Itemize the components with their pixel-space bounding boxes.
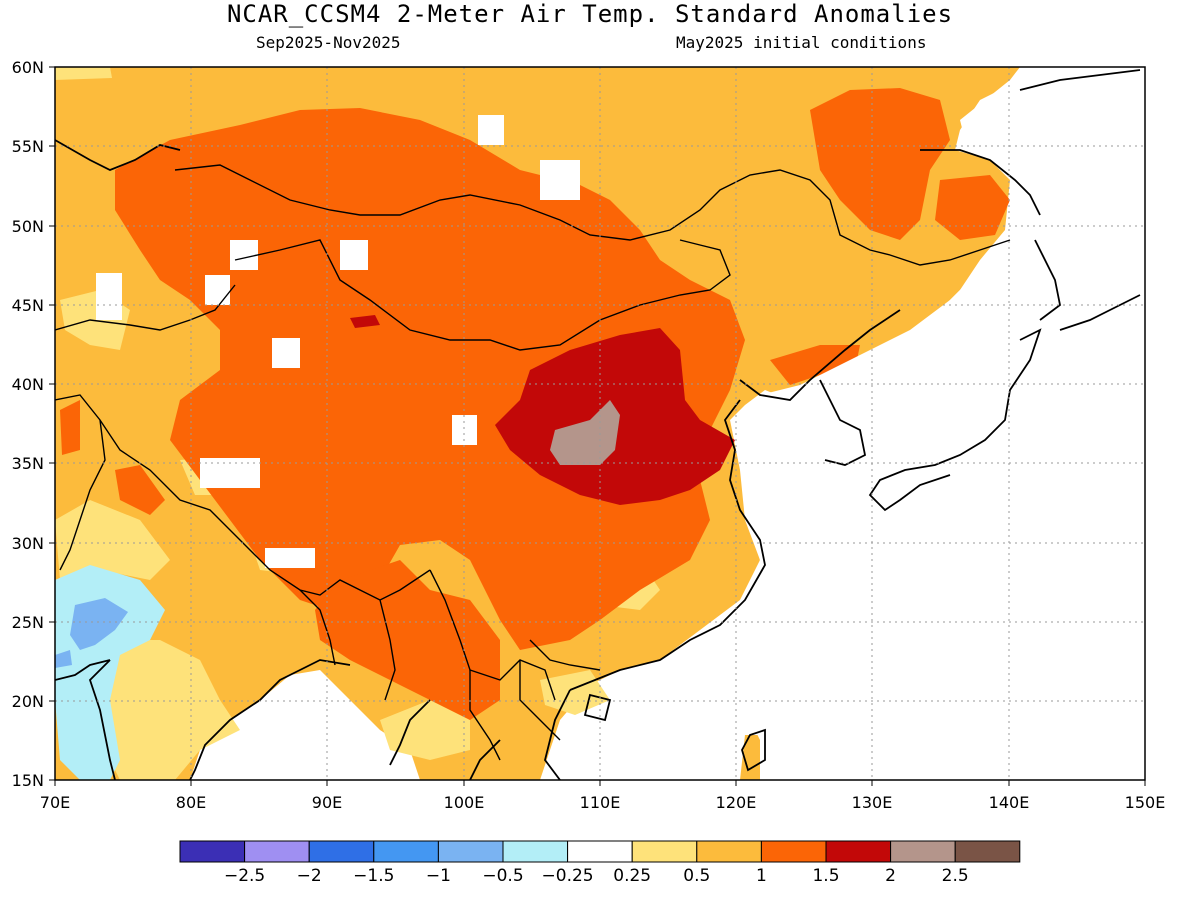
- lat-tick-label: 45N: [12, 296, 44, 315]
- lat-tick-label: 35N: [12, 454, 44, 473]
- lat-tick-labels: 60N 55N 50N 45N 40N 35N 30N 25N 20N 15N: [12, 58, 44, 790]
- negative-anomaly-region: [55, 565, 165, 780]
- axis-ticks: [49, 66, 1146, 786]
- moderate-anomaly-region: [60, 88, 1075, 720]
- lat-tick-label: 30N: [12, 534, 44, 553]
- colorbar-swatch: [954, 840, 1021, 863]
- lat-tick-label: 25N: [12, 613, 44, 632]
- lon-tick-label: 110E: [580, 793, 621, 812]
- colorbar-label: 2: [885, 866, 896, 886]
- colorbar-swatch: [760, 840, 827, 863]
- lat-tick-label: 20N: [12, 692, 44, 711]
- colorbar-swatch: [373, 840, 439, 863]
- country-borders: [55, 164, 1011, 761]
- lat-tick-label: 15N: [12, 771, 44, 790]
- colorbar: −2.5 −2 −1.5 −1 −0.5 −0.25 0.25 0.5 1 1.5 2 2.5: [179, 840, 1021, 886]
- colorbar-swatch: [631, 840, 698, 863]
- lon-tick-label: 140E: [989, 793, 1030, 812]
- lon-tick-label: 120E: [716, 793, 757, 812]
- extreme-anomaly-core: [550, 400, 620, 465]
- colorbar-label: 2.5: [942, 866, 969, 886]
- lon-tick-label: 80E: [176, 793, 206, 812]
- lat-tick-label: 40N: [12, 375, 44, 394]
- gridlines: [55, 67, 1145, 780]
- colorbar-swatch: [567, 840, 633, 863]
- colorbar-label: 0.5: [683, 866, 710, 886]
- lat-tick-label: 60N: [12, 58, 44, 77]
- lon-tick-label: 100E: [444, 793, 485, 812]
- taiwan-anomaly: [740, 735, 765, 780]
- colorbar-swatch: [308, 840, 375, 863]
- colorbar-label: 1.5: [812, 866, 839, 886]
- map-title: NCAR_CCSM4 2-Meter Air Temp. Standard An…: [226, 0, 954, 28]
- colorbar-label: −1: [426, 866, 451, 886]
- colorbar-label: −2.5: [224, 866, 265, 886]
- colorbar-swatch: [696, 840, 762, 863]
- colorbar-swatch: [890, 840, 956, 863]
- colorbar-label: −0.25: [542, 866, 594, 886]
- colorbar-swatch: [437, 840, 504, 863]
- lon-tick-label: 150E: [1125, 793, 1166, 812]
- lon-tick-label: 70E: [40, 793, 70, 812]
- lon-tick-label: 90E: [312, 793, 342, 812]
- colorbar-label: 1: [756, 866, 767, 886]
- lon-tick-label: 130E: [852, 793, 893, 812]
- colorbar-swatch: [244, 840, 310, 863]
- lat-tick-label: 50N: [12, 217, 44, 236]
- initial-conditions: May2025 initial conditions: [676, 33, 927, 52]
- colorbar-label: −1.5: [353, 866, 394, 886]
- lon-tick-labels: 70E 80E 90E 100E 110E 120E 130E 140E 150…: [40, 793, 1166, 812]
- lat-tick-label: 55N: [12, 137, 44, 156]
- forecast-period: Sep2025-Nov2025: [256, 33, 401, 52]
- colorbar-label: 0.25: [613, 866, 651, 886]
- colorbar-swatch: [179, 840, 246, 863]
- colorbar-swatch: [502, 840, 569, 863]
- masked-cells: [96, 67, 1145, 780]
- colorbar-swatch: [825, 840, 892, 863]
- colorbar-label: −2: [297, 866, 322, 886]
- colorbar-label: −0.5: [482, 866, 523, 886]
